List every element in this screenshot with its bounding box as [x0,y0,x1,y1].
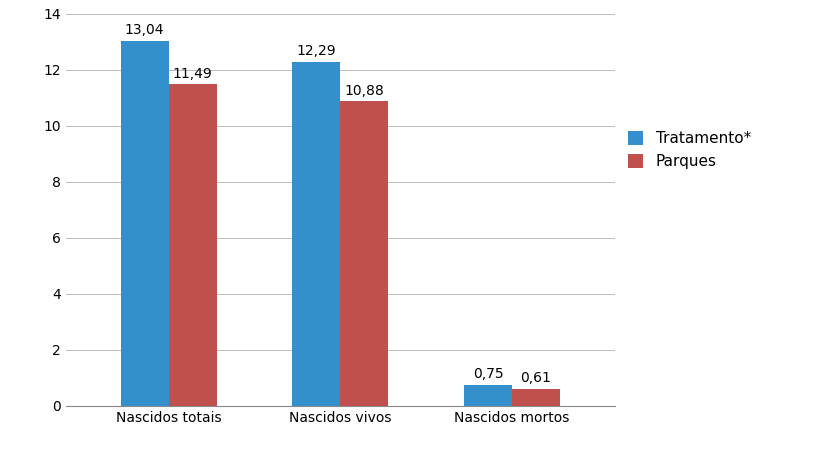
Text: 0,75: 0,75 [472,367,503,381]
Text: 13,04: 13,04 [124,24,164,37]
Bar [292,62,340,406]
Bar [511,389,559,406]
Bar [120,41,169,406]
Text: 12,29: 12,29 [296,44,336,59]
Text: 10,88: 10,88 [344,84,384,98]
Text: 11,49: 11,49 [173,67,212,81]
Bar [464,384,511,406]
Bar [169,84,216,406]
Bar [340,101,388,406]
Legend: Tratamento*, Parques: Tratamento*, Parques [627,131,750,169]
Text: 0,61: 0,61 [520,371,551,385]
